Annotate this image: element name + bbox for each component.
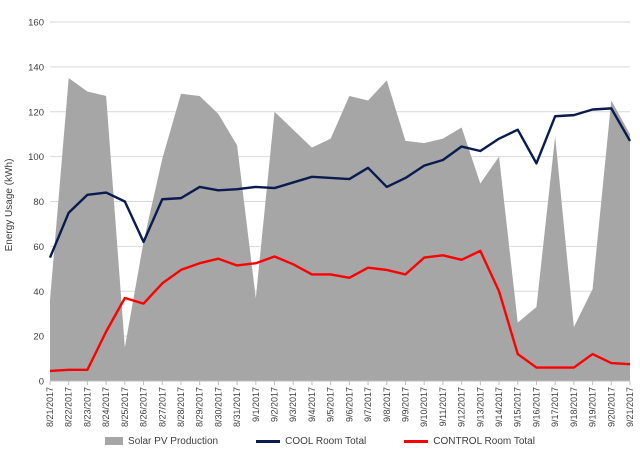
y-tick-label: 60 [33, 242, 44, 253]
x-tick-label: 9/16/2017 [531, 387, 541, 427]
chart-plot: 0 20 40 60 80 100 120 140 160 8/21/2017 8/22/2017 8… [4, 18, 635, 428]
legend-item-control: CONTROL Room Total [404, 436, 535, 447]
x-tick-label: 8/23/2017 [82, 387, 92, 427]
x-tick-label: 9/6/2017 [344, 387, 354, 422]
x-tick-label: 8/26/2017 [139, 387, 149, 427]
line-series-layer [48, 107, 632, 373]
y-tick-label: 100 [28, 152, 44, 163]
x-tick-label: 8/24/2017 [101, 387, 111, 427]
x-tick-label: 8/29/2017 [195, 387, 205, 427]
x-tick-label: 9/18/2017 [569, 387, 579, 427]
legend-label-solar: Solar PV Production [128, 435, 219, 447]
axes: 0 20 40 60 80 100 120 140 160 8/21/2017 8/22/2017 8… [28, 18, 635, 428]
x-tick-label: 9/9/2017 [400, 387, 410, 422]
x-tick-label: 9/10/2017 [419, 387, 429, 427]
y-axis-label: Energy Usage (kWh) [4, 159, 15, 252]
area-series-layer [50, 78, 630, 381]
legend-swatch-solar [105, 437, 124, 445]
legend-item-cool: COOL Room Total [256, 436, 366, 447]
x-tick-label: 9/14/2017 [494, 387, 504, 427]
x-tick-label: 8/31/2017 [232, 387, 242, 427]
x-tick-label: 9/8/2017 [382, 387, 392, 422]
y-tick-label: 120 [28, 107, 44, 118]
x-tick-label: 8/27/2017 [157, 387, 167, 427]
x-tick-label: 9/19/2017 [588, 387, 598, 427]
y-tick-label: 0 [39, 377, 44, 388]
x-tick-label: 8/21/2017 [45, 387, 55, 427]
x-tick-label: 9/5/2017 [326, 387, 336, 422]
legend: Solar PV Production COOL Room Total CONT… [0, 430, 640, 452]
x-tick-label: 9/2/2017 [270, 387, 280, 422]
legend-label-cool: COOL Room Total [285, 435, 367, 447]
x-tick-label: 9/4/2017 [307, 387, 317, 422]
y-tick-label: 80 [33, 197, 44, 208]
x-tick-label: 8/30/2017 [213, 387, 223, 427]
y-tick-label: 160 [28, 18, 44, 29]
y-tick-label: 40 [33, 287, 44, 298]
legend-swatch-control [404, 439, 429, 443]
x-tick-label: 9/11/2017 [438, 387, 448, 426]
y-tick-label: 140 [28, 62, 44, 73]
series-control-room-line [49, 249, 631, 373]
x-tick-label: 9/1/2017 [251, 387, 261, 422]
x-tick-label: 9/20/2017 [606, 387, 616, 427]
series-solar-pv-area [50, 78, 630, 381]
series-cool-room-line [48, 107, 632, 259]
legend-item-solar: Solar PV Production [105, 436, 218, 447]
legend-swatch-cool [256, 439, 281, 443]
x-tick-label: 8/22/2017 [64, 387, 74, 427]
x-tick-label: 8/25/2017 [120, 387, 130, 427]
x-tick-label: 8/28/2017 [176, 387, 186, 427]
x-tick-label: 9/12/2017 [457, 387, 467, 427]
y-tick-label: 20 [33, 332, 44, 343]
x-tick-label: 9/17/2017 [550, 387, 560, 427]
x-tick-label: 9/13/2017 [475, 387, 485, 427]
x-tick-label: 9/15/2017 [513, 387, 523, 427]
x-tick-label: 9/21/2017 [625, 387, 635, 427]
x-tick-label: 9/3/2017 [288, 387, 298, 422]
x-tick-label: 9/7/2017 [363, 387, 373, 422]
legend-label-control: CONTROL Room Total [433, 435, 535, 447]
